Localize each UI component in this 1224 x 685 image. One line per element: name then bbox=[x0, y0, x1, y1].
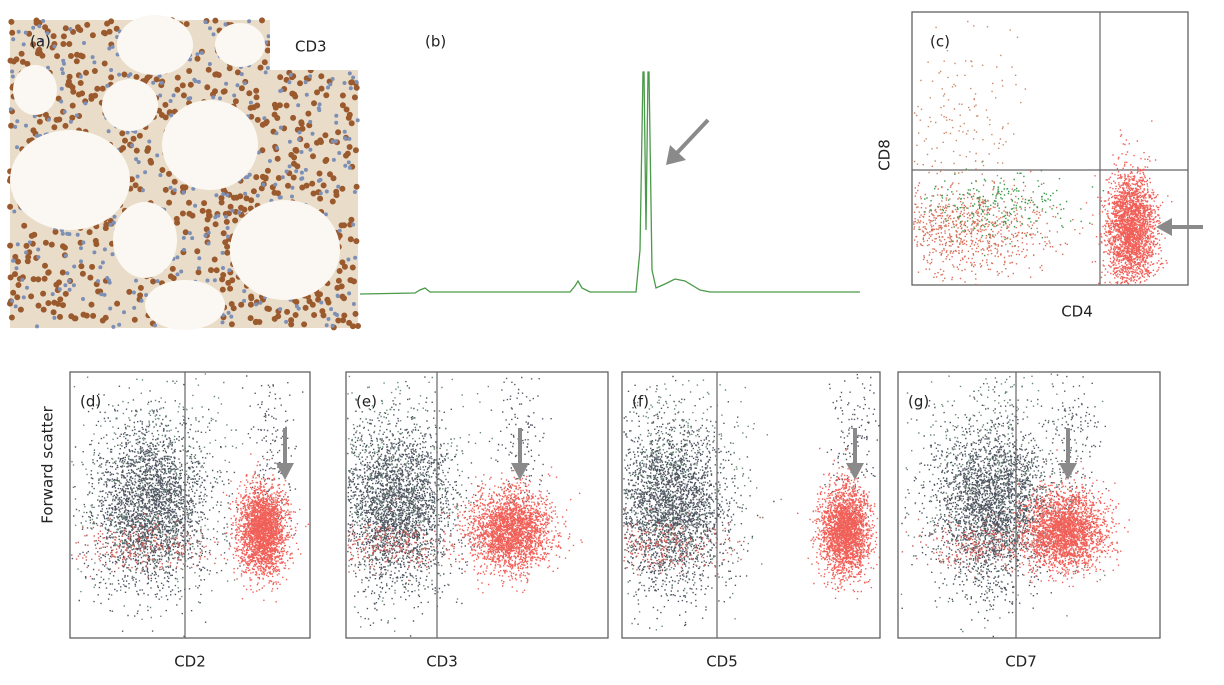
fat-cell bbox=[162, 100, 258, 190]
y-axis-label: CD8 bbox=[876, 139, 894, 171]
panel-label: (f) bbox=[632, 393, 649, 411]
stain-label: CD3 bbox=[295, 38, 327, 56]
events bbox=[913, 20, 1027, 235]
plot-frame bbox=[911, 11, 1189, 286]
x-axis-label: CD5 bbox=[706, 653, 738, 671]
notch bbox=[270, 18, 360, 70]
arrowhead bbox=[276, 463, 294, 480]
events bbox=[1091, 120, 1173, 286]
fat-cell bbox=[10, 130, 130, 230]
histology-image bbox=[7, 15, 361, 331]
arrowhead bbox=[511, 463, 529, 480]
events bbox=[71, 373, 289, 620]
events bbox=[443, 466, 583, 594]
fat-cell bbox=[13, 65, 57, 115]
events bbox=[797, 447, 880, 600]
events bbox=[901, 381, 1095, 638]
x-axis-label: CD3 bbox=[426, 653, 458, 671]
events bbox=[241, 375, 304, 536]
panel-label: (d) bbox=[80, 393, 101, 411]
panel-label: (e) bbox=[356, 393, 377, 411]
events bbox=[913, 160, 1093, 286]
arrow bbox=[674, 118, 710, 156]
events bbox=[71, 380, 245, 637]
x-axis-label: CD7 bbox=[1005, 653, 1037, 671]
x-axis-label: CD2 bbox=[174, 653, 206, 671]
arrowhead bbox=[666, 145, 686, 165]
events bbox=[347, 498, 494, 582]
panel-label: (g) bbox=[908, 393, 929, 411]
fat-cell bbox=[230, 200, 340, 300]
fat-cell bbox=[113, 202, 177, 278]
panel-label: (c) bbox=[930, 33, 950, 51]
panel-label: (a) bbox=[30, 33, 51, 51]
events bbox=[347, 375, 521, 632]
fat-cell bbox=[102, 79, 158, 131]
plot-frame bbox=[69, 371, 311, 639]
fat-cell bbox=[215, 23, 265, 67]
events bbox=[918, 161, 1105, 257]
events bbox=[992, 449, 1130, 588]
x-axis-label: CD4 bbox=[1061, 303, 1093, 321]
y-axis-label: Forward scatter bbox=[39, 405, 57, 523]
events bbox=[222, 453, 309, 603]
events bbox=[623, 375, 775, 629]
arrowhead bbox=[1156, 218, 1172, 236]
plot-frame bbox=[897, 371, 1161, 639]
panel-label: (b) bbox=[425, 33, 446, 51]
arrowhead bbox=[846, 463, 864, 480]
arrowhead bbox=[1059, 463, 1077, 480]
fat-cell bbox=[145, 280, 225, 330]
events bbox=[1043, 374, 1107, 561]
plot-frame bbox=[345, 371, 609, 639]
plot-frame bbox=[621, 371, 881, 639]
trace bbox=[359, 71, 860, 295]
fat-cell bbox=[117, 15, 193, 75]
